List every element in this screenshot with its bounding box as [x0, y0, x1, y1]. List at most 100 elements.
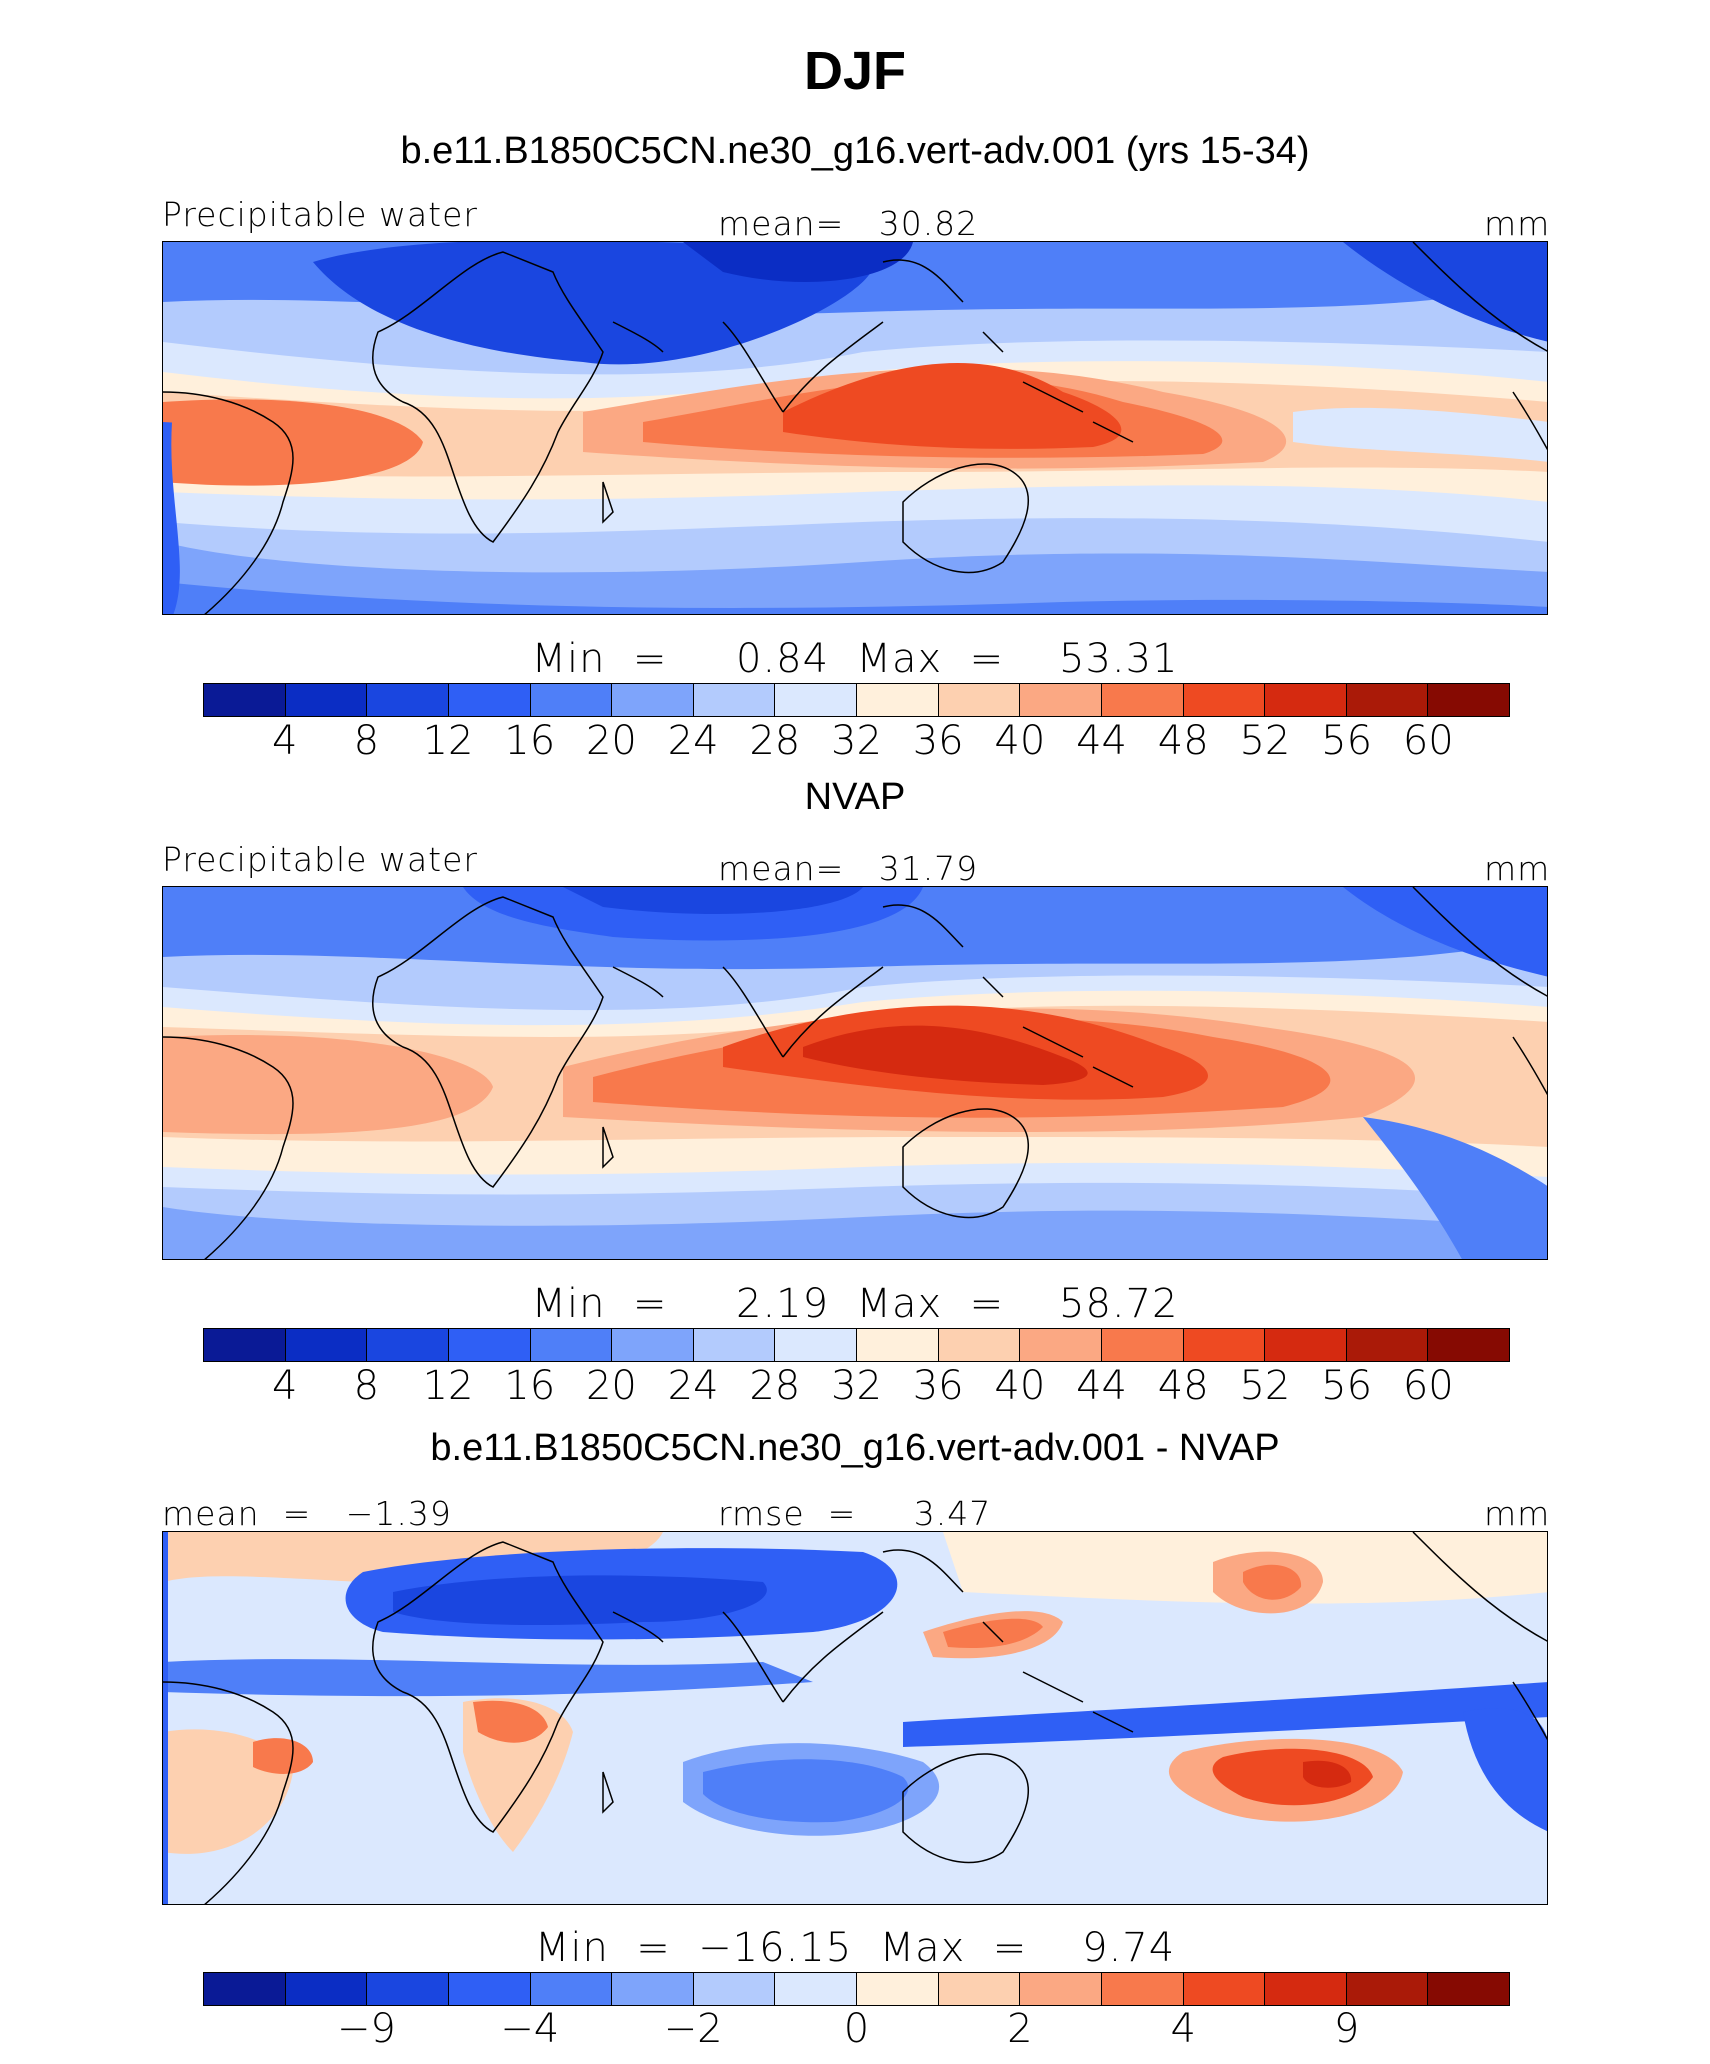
panel-1-colorbar-swatch: [1183, 684, 1266, 716]
panel-3-colorbar-swatch: [1020, 1973, 1102, 2005]
panel-1-colorbar-swatch: [1101, 684, 1184, 716]
panel-1-colorbar-tick-label: 20: [585, 718, 637, 764]
panel-2-variable-label: Precipitable water: [162, 840, 478, 879]
panel-1-colorbar-tick-label: 8: [353, 718, 380, 764]
panel-1-colorbar: [203, 683, 1510, 717]
panel-2-colorbar-swatch: [1020, 1329, 1102, 1361]
panel-2-colorbar-swatch: [204, 1329, 286, 1361]
panel-1-colorbar-swatch: [1346, 684, 1429, 716]
panel-2-colorbar-tick-label: 40: [994, 1363, 1046, 1409]
panel-1-units-label: mm: [1484, 204, 1551, 243]
panel-2-colorbar-swatch: [1101, 1329, 1184, 1361]
panel-2-colorbar-swatch: [938, 1329, 1021, 1361]
panel-1-colorbar-tick-label: 36: [912, 718, 964, 764]
panel-3-colorbar-swatch: [1183, 1973, 1266, 2005]
panel-2-colorbar-tick-label: 48: [1157, 1363, 1209, 1409]
panel-1-variable-label: Precipitable water: [162, 195, 478, 234]
panel-1-map: [162, 241, 1548, 615]
panel-1-colorbar-tick-label: 32: [831, 718, 882, 764]
panel-2-colorbar-tick-label: 16: [504, 1363, 556, 1409]
panel-2-map-svg: [163, 887, 1547, 1259]
panel-2-colorbar-tick-label: 44: [1076, 1363, 1128, 1409]
panel-1-mean-label: mean= 30.82: [718, 204, 979, 243]
panel-3-mean-label: mean = −1.39: [162, 1494, 452, 1533]
panel-1-colorbar-tick-label: 52: [1239, 718, 1291, 764]
panel-1-colorbar-swatch: [775, 684, 857, 716]
panel-3-colorbar-swatch: [1428, 1973, 1509, 2005]
panel-2-colorbar-tick-label: 4: [271, 1363, 298, 1409]
panel-1-colorbar-tick-label: 24: [667, 718, 719, 764]
panel-3-colorbar-swatch: [612, 1973, 694, 2005]
panel-2-minmax: Min = 2.19 Max = 58.72: [531, 1281, 1179, 1327]
panel-3-map-svg: [163, 1532, 1547, 1904]
panel-3-colorbar-swatch: [693, 1973, 776, 2005]
panel-1-colorbar-swatch: [693, 684, 776, 716]
panel-3-colorbar-swatch: [938, 1973, 1021, 2005]
panel-3-colorbar-swatch: [530, 1973, 613, 2005]
panel-1-colorbar-tick-label: 56: [1321, 718, 1373, 764]
panel-1-colorbar-tick-label: 28: [749, 718, 801, 764]
panel-2-mean-label: mean= 31.79: [718, 849, 979, 888]
panel-3-colorbar-ticks: −9 −4 −2 0 2 4 9: [203, 2006, 1510, 2056]
panel-2-colorbar-swatch: [1265, 1329, 1347, 1361]
panel-3-colorbar-tick-label: 0: [843, 2006, 870, 2052]
panel-3-title: b.e11.B1850C5CN.ne30_g16.vert-adv.001 - …: [430, 1427, 1280, 1469]
panel-2-colorbar-tick-label: 32: [831, 1363, 882, 1409]
panel-2-colorbar-swatch: [1346, 1329, 1429, 1361]
panel-2-colorbar-tick-label: 8: [353, 1363, 380, 1409]
panel-1-colorbar-swatch: [448, 684, 531, 716]
panel-3-colorbar-tick-label: −9: [336, 2006, 396, 2052]
panel-1-colorbar-swatch: [285, 684, 368, 716]
panel-2-colorbar-tick-label: 36: [912, 1363, 964, 1409]
panel-2-title: NVAP: [804, 776, 906, 818]
panel-1-colorbar-tick-label: 44: [1076, 718, 1128, 764]
panel-3-colorbar-tick-label: 9: [1333, 2006, 1360, 2052]
panel-3-colorbar-swatch: [1346, 1973, 1429, 2005]
panel-1-colorbar-tick-label: 16: [504, 718, 556, 764]
panel-2-colorbar-swatch: [1183, 1329, 1266, 1361]
panel-3-colorbar-swatch: [204, 1973, 286, 2005]
panel-1-colorbar-tick-label: 60: [1402, 718, 1454, 764]
panel-1-colorbar-ticks: 4 8 12 16 20 24 28 32 36 40 44 48 52 56 60: [203, 718, 1510, 768]
panel-3-colorbar-swatch: [367, 1973, 449, 2005]
panel-1-map-svg: [163, 242, 1547, 614]
panel-2-colorbar-swatch: [775, 1329, 857, 1361]
panel-2-units-label: mm: [1484, 849, 1551, 888]
panel-1-minmax: Min = 0.84 Max = 53.31: [531, 636, 1179, 682]
panel-2-colorbar-tick-label: 60: [1402, 1363, 1454, 1409]
panel-3-colorbar-tick-label: 2: [1007, 2006, 1033, 2052]
panel-2-colorbar-swatch: [285, 1329, 368, 1361]
panel-3-colorbar-tick-label: 4: [1170, 2006, 1196, 2052]
panel-1-colorbar-swatch: [1265, 684, 1347, 716]
panel-2-colorbar-swatch: [857, 1329, 939, 1361]
figure-title: DJF: [803, 41, 906, 101]
panel-3-colorbar-swatch: [1101, 1973, 1184, 2005]
panel-3-units-label: mm: [1484, 1494, 1551, 1533]
panel-1-colorbar-swatch: [1428, 684, 1509, 716]
panel-2-colorbar-swatch: [530, 1329, 613, 1361]
panel-2-colorbar-swatch: [1428, 1329, 1509, 1361]
panel-1-colorbar-swatch: [857, 684, 939, 716]
panel-1-colorbar-swatch: [938, 684, 1021, 716]
panel-2-colorbar-tick-label: 12: [422, 1363, 474, 1409]
panel-1-colorbar-swatch: [367, 684, 449, 716]
panel-3-colorbar-swatch: [775, 1973, 857, 2005]
panel-3-colorbar-swatch: [448, 1973, 531, 2005]
panel-2-colorbar-tick-label: 52: [1239, 1363, 1291, 1409]
panel-3-rmse-label: rmse = 3.47: [718, 1494, 992, 1533]
panel-1-colorbar-tick-label: 12: [422, 718, 474, 764]
panel-2-colorbar-swatch: [612, 1329, 694, 1361]
panel-1-colorbar-tick-label: 40: [994, 718, 1046, 764]
panel-3-colorbar-swatch: [285, 1973, 368, 2005]
panel-1-colorbar-tick-label: 48: [1157, 718, 1209, 764]
panel-3-minmax: Min = −16.15 Max = 9.74: [534, 1925, 1176, 1971]
panel-2-colorbar-swatch: [448, 1329, 531, 1361]
panel-3-colorbar-tick-label: −4: [500, 2006, 560, 2052]
panel-3-colorbar-swatch: [857, 1973, 939, 2005]
panel-2-colorbar-tick-label: 24: [667, 1363, 719, 1409]
panel-1-colorbar-swatch: [612, 684, 694, 716]
panel-2-colorbar-ticks: 4 8 12 16 20 24 28 32 36 40 44 48 52 56 60: [203, 1363, 1510, 1413]
panel-2-map: [162, 886, 1548, 1260]
panel-1-title: b.e11.B1850C5CN.ne30_g16.vert-adv.001 (y…: [400, 130, 1310, 172]
panel-1-colorbar-swatch: [204, 684, 286, 716]
